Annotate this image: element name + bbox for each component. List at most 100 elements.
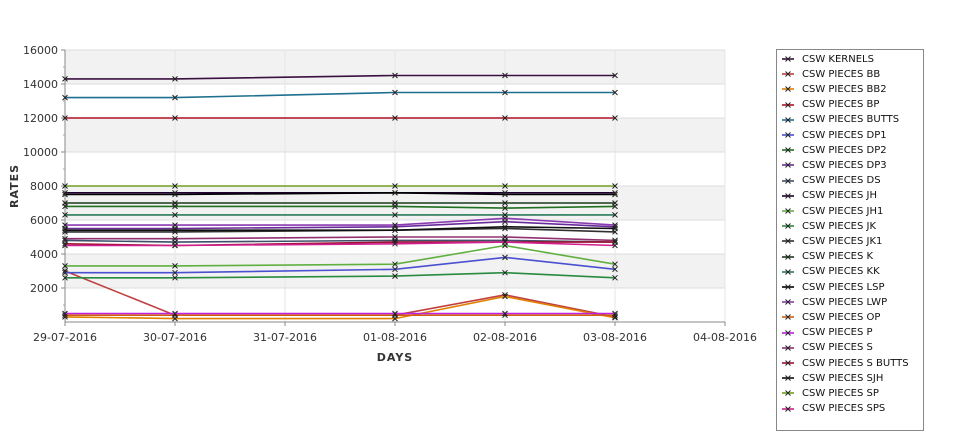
legend-marker-x [785,177,791,184]
legend-marker-x [785,329,791,336]
legend-marker-icon [782,405,794,412]
data-point-marker [62,310,68,317]
data-point-marker [62,115,68,121]
legend-marker-icon [782,192,794,199]
data-point-marker [172,227,178,234]
x-tick-label: 29-07-2016 [33,331,97,344]
legend-item: CSW PIECES OP [781,310,880,324]
legend-marker-icon [782,101,794,108]
y-tick-label: 2000 [30,282,58,295]
data-point-marker [392,212,398,218]
data-point-marker [612,72,618,79]
legend-marker-icon [782,116,794,123]
legend-label: CSW PIECES SP [802,387,879,399]
legend-marker-icon [782,268,794,275]
legend-label: CSW PIECES P [802,327,873,339]
legend-item: CSW KERNELS [781,52,874,66]
legend-marker-x [785,344,791,351]
legend-item: CSW PIECES SPS [781,402,885,416]
data-point-marker [62,269,68,276]
data-point-marker [172,115,178,121]
data-point-marker [172,242,178,249]
legend-item: CSW PIECES KK [781,265,880,279]
legend-label: CSW PIECES LSP [802,281,885,293]
legend-item: CSW PIECES K [781,250,873,264]
legend-marker-x [785,299,791,306]
legend-item: CSW PIECES JH1 [781,204,883,218]
legend-marker-icon [782,208,794,214]
data-point-marker [502,89,508,96]
legend-marker-x [785,390,791,397]
legend-label: CSW PIECES JK1 [802,235,883,247]
data-point-marker [502,115,508,121]
data-point-marker [502,234,508,240]
data-point-marker [502,200,508,206]
data-point-marker [62,274,68,281]
legend-label: CSW PIECES BUTTS [802,114,900,126]
legend-item: CSW PIECES S [781,341,873,355]
data-point-marker [172,183,178,189]
data-point-marker [612,261,618,268]
data-point-marker [62,235,68,242]
legend-marker-x [785,375,791,382]
x-tick-label: 03-08-2016 [583,331,647,344]
data-point-marker [392,222,398,228]
legend-item: CSW PIECES LSP [781,280,884,294]
legend-marker-icon [782,86,794,93]
y-tick-label: 8000 [30,180,58,193]
legend-item: CSW PIECES DP2 [781,143,887,157]
legend-item: CSW PIECES BB [781,67,880,81]
legend-item: CSW PIECES LWP [781,295,887,309]
legend-marker-x [785,405,791,412]
data-point-marker [612,274,618,281]
data-point-marker [502,310,508,317]
data-point-marker [62,183,68,189]
data-point-marker [612,115,618,121]
y-axis-title: RATES [8,164,21,208]
data-point-marker [612,200,618,206]
data-point-marker [392,261,398,268]
legend-label: CSW PIECES SPS [802,403,886,415]
legend-marker-x [785,208,791,214]
axes: 2000 4000 6000 8000 10000 12000 14000 16000 29-0… [23,44,757,344]
data-point-marker [62,200,68,206]
x-tick-label: 31-07-2016 [253,331,317,344]
legend-marker-x [785,162,791,169]
data-point-marker [62,227,68,234]
legend-label: CSW PIECES S BUTTS [802,357,909,369]
legend-marker-x [785,314,791,321]
legend-item: CSW PIECES JH [781,189,877,203]
legend-marker-icon [782,375,794,382]
data-point-marker [392,189,398,196]
x-tick-label: 30-07-2016 [143,331,207,344]
y-tick-label: 10000 [23,146,58,159]
data-point-marker [612,225,618,232]
data-point-marker [392,310,398,317]
data-point-marker [502,223,508,230]
data-point-marker [392,200,398,206]
y-tick-label: 12000 [23,112,58,125]
legend-marker-icon [782,390,794,397]
legend-marker-icon [782,147,794,154]
data-point-marker [392,273,398,279]
data-point-marker [612,212,618,218]
legend-marker-icon [782,360,794,366]
data-point-marker [612,191,618,198]
data-point-marker [502,215,508,222]
legend-marker-x [785,147,791,154]
legend-item: CSW PIECES BP [781,98,879,112]
legend-marker-x [785,132,791,138]
data-point-marker [392,234,398,240]
x-tick-label: 04-08-2016 [693,331,757,344]
data-point-marker [62,242,68,249]
legend-marker-icon [782,344,794,351]
legend-label: CSW PIECES DP1 [802,129,887,141]
legend-marker-x [785,86,791,93]
legend-marker-icon [782,223,794,230]
data-point-marker [612,266,618,273]
legend-marker-icon [782,162,794,169]
data-point-marker [62,222,68,228]
legend-marker-x [785,71,791,78]
legend-marker-icon [782,253,794,260]
x-axis-title: DAYS [377,351,413,364]
